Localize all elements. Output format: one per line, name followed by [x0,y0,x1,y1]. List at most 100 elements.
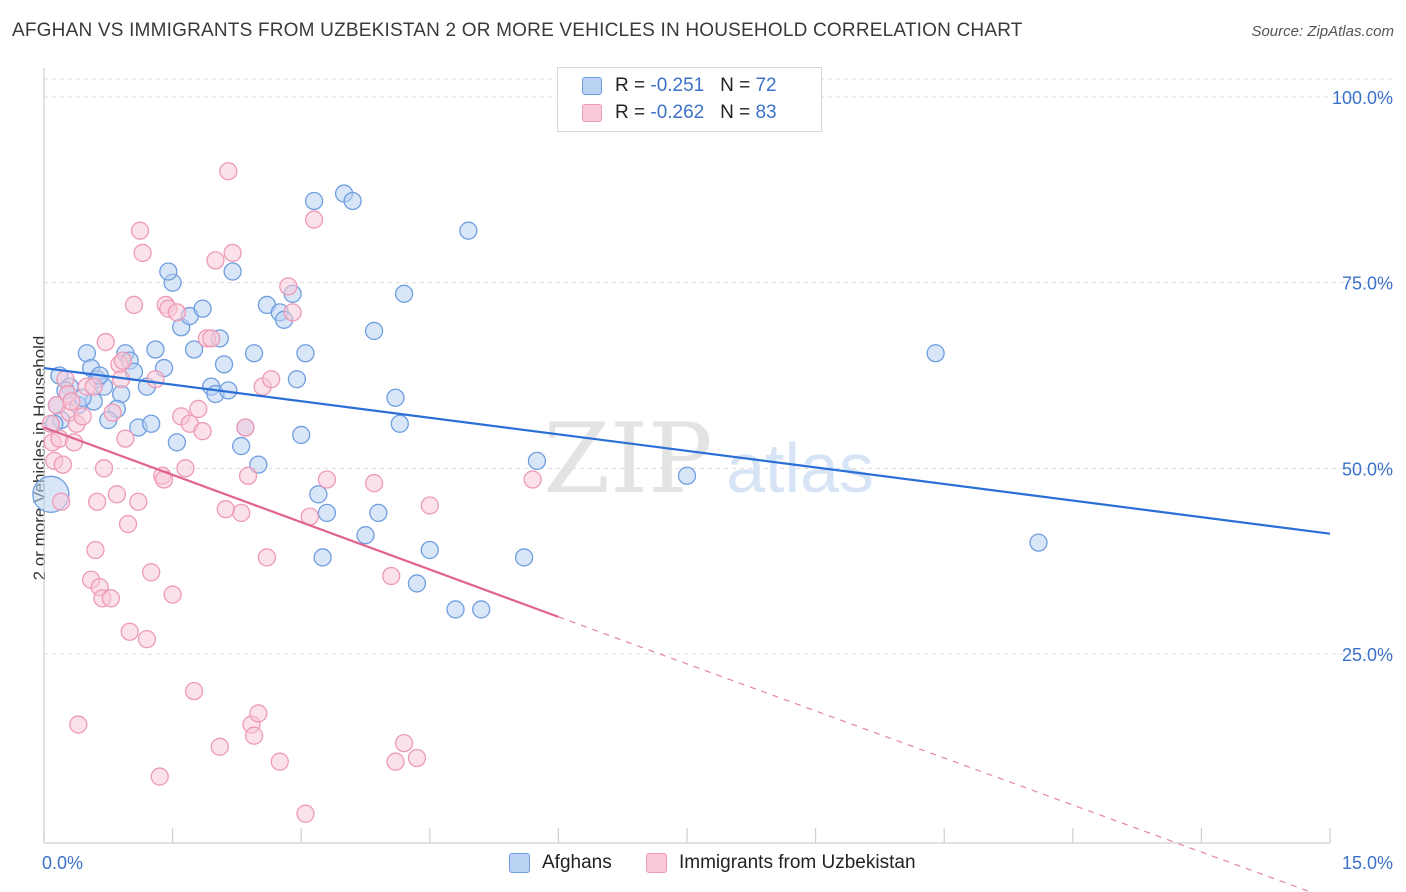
afghan-point [146,340,165,359]
uzbekistan-point [133,243,152,263]
uzbekistan-point [206,251,225,270]
gridlines [44,78,1395,655]
r-label: R = [615,75,651,96]
n-label: N = [720,75,756,96]
uzbekistan-point [244,726,264,745]
chart-title: AFGHAN VS IMMIGRANTS FROM UZBEKISTAN 2 O… [12,20,1023,41]
tick-labels: 25.0% 50.0% 75.0% 100.0% 0.0% 15.0% [42,88,1393,873]
trend-lines [43,366,1331,892]
data-points [32,162,1048,823]
uzbekistan-point [62,392,81,411]
uzbekistan-point [420,496,439,515]
afghan-point [184,340,204,359]
afghans-swatch [582,77,602,95]
uzbekistan-point [216,500,235,519]
uzbekistan-point [94,459,114,478]
uzbekistan-point [223,243,242,263]
uzbekistan-point [124,295,144,315]
n-value: 72 [755,75,777,96]
watermark-zip: ZIP [543,403,712,515]
uzbekistan-point [394,733,414,753]
r-value: -0.262 [650,102,705,123]
afghan-point [356,526,375,545]
uzbekistan-swatch [582,104,602,122]
uzbekistan-point [262,370,281,389]
uzbekistan-point [53,455,73,474]
afghan-point [446,600,465,619]
uzbekistan-point [296,804,315,823]
uzbekistan-point [257,548,277,567]
x-tick-label-start: 0.0% [42,853,83,873]
uzbekistan-point [56,370,75,389]
uzbekistan-point [279,277,298,296]
uzbekistan-point [249,704,268,723]
afghan-point [420,540,439,560]
afghan-point [390,414,409,433]
uzbekistan-point [88,492,107,511]
afghan-point [313,548,332,567]
uzbekistan-point [317,470,337,489]
afghan-point [292,425,311,445]
afghan-point [304,191,324,211]
series-points-uzbekistan [41,162,542,823]
y-tick-label: 50.0% [1342,459,1393,479]
uzbekistan-trend-extension [558,616,1313,892]
n-label: N = [720,102,756,123]
r-value: -0.251 [650,75,705,96]
uzbekistan-point [73,407,92,426]
uzbekistan-point [386,752,405,771]
uzbekistan-point [103,403,122,422]
uzbekistan-point [116,429,135,448]
uzbekistan-point [210,737,229,756]
r-label: R = [615,102,651,123]
afghan-point [926,344,945,363]
afghan-point [1029,533,1048,552]
afghan-point [244,344,264,363]
uzbekistan-point [130,221,150,240]
source-credit: Source: ZipAtlas.com [1251,23,1394,40]
afghan-point [407,574,427,593]
uzbekistan-point [113,351,133,370]
uzbekistan-point [120,622,139,641]
uzbekistan-point [236,418,255,437]
uzbekistan-point [142,563,161,582]
afghan-point [386,388,405,407]
legend-label: Afghans [542,852,612,873]
uzbekistan-trend-line [43,426,559,618]
uzbekistan-point [137,629,157,649]
afghan-point [514,548,534,567]
uzbekistan-point [202,329,221,348]
uzbekistan-point [176,459,195,478]
legend-label: Immigrants from Uzbekistan [679,852,916,873]
uzbekistan-point [184,681,204,701]
uzbekistan-point [193,422,212,441]
y-tick-label: 75.0% [1342,274,1393,294]
uzbekistan-point [304,210,324,229]
afghan-point [296,344,315,363]
afghan-point [142,414,161,433]
afghan-point [677,466,697,485]
series-points-afghans [32,184,1048,619]
afghan-point [214,355,234,374]
uzbekistan-point [101,589,121,608]
afghan-point [369,503,388,523]
y-tick-label: 100.0% [1332,88,1393,108]
x-tick-label-end: 15.0% [1342,853,1393,873]
uzbekistan-point [84,377,103,396]
stats-legend: R = -0.251 N = 72 R = -0.262 N = 83 [557,67,822,132]
afghan-point [364,321,384,341]
watermark: ZIP atlas [543,403,874,515]
afghan-point [472,600,491,619]
uzbekistan-point [364,474,384,493]
afghan-point [249,455,268,474]
uzbekistan-point [407,748,427,768]
uzbekistan-point [189,399,208,419]
afghan-point [527,451,547,471]
uzbekistan-point [238,466,258,485]
afghans-legend-swatch [509,853,530,873]
uzbekistan-point [51,492,71,511]
uzbekistan-point [69,715,88,734]
uzbekistan-point [86,540,105,560]
afghan-point [317,503,337,523]
